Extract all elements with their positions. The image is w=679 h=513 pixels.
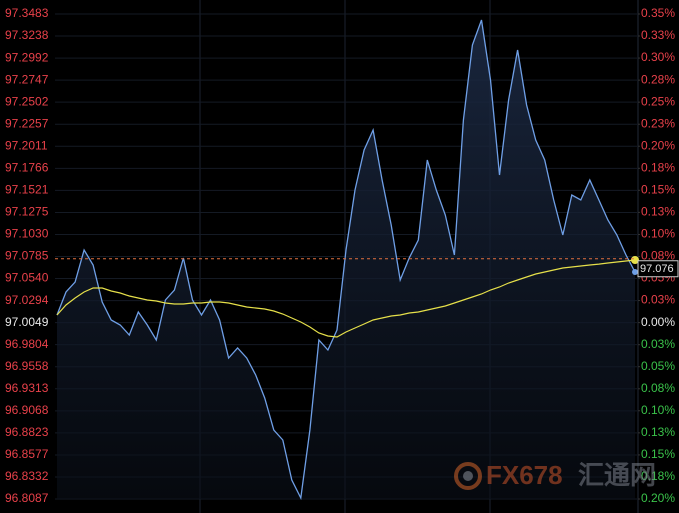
y-tick-label: 96.9313	[5, 381, 49, 395]
y2-tick-label: 0.25%	[641, 94, 675, 108]
current-price-label: 97.076	[640, 263, 674, 275]
y-tick-label: 97.0785	[5, 249, 49, 263]
y2-tick-label: 0.30%	[641, 50, 675, 64]
y-tick-label: 96.8087	[5, 491, 49, 505]
y2-tick-label: 0.00%	[641, 315, 675, 329]
y-tick-label: 96.8823	[5, 425, 49, 439]
y-tick-label: 96.8577	[5, 447, 49, 461]
y2-tick-label: 0.35%	[641, 6, 675, 20]
y2-tick-label: 0.10%	[641, 403, 675, 417]
average-line	[56, 259, 636, 338]
y2-tick-label: 0.15%	[641, 182, 675, 196]
y2-tick-label: 0.13%	[641, 205, 675, 219]
watermark-name: 汇通网	[578, 460, 656, 490]
y-tick-label: 97.2747	[5, 72, 49, 86]
y-tick-label: 97.2257	[5, 116, 49, 130]
logo	[454, 462, 482, 490]
y-tick-label: 97.3238	[5, 28, 49, 42]
price-area	[57, 20, 635, 499]
end-dot	[632, 269, 638, 276]
y2-tick-label: 0.08%	[641, 249, 675, 263]
y2-tick-label: 0.08%	[641, 381, 675, 395]
y-tick-label: 97.2011	[5, 138, 48, 152]
y2-tick-label: 0.18%	[641, 469, 675, 483]
y-tick-label: 97.2992	[5, 50, 49, 64]
y2-tick-label: 0.20%	[641, 491, 675, 505]
price-line	[56, 19, 636, 501]
watermark-brand: FX678	[486, 460, 563, 490]
y2-tick-label: 0.05%	[641, 359, 675, 373]
y2-tick-label: 0.10%	[641, 227, 675, 241]
y-tick-label: 97.1766	[5, 160, 49, 174]
y-tick-label: 97.1521	[5, 183, 49, 197]
y2-tick-label: 0.03%	[641, 337, 675, 351]
y-tick-label: 97.0294	[5, 293, 49, 307]
y-tick-label: 96.8332	[5, 469, 49, 483]
logo-core	[463, 471, 473, 481]
y-tick-label: 97.0049	[5, 315, 49, 329]
end-dot	[631, 256, 639, 265]
y2-tick-label: 0.03%	[641, 293, 675, 307]
y-tick-label: 96.9804	[5, 337, 49, 351]
current-price-box	[637, 260, 679, 278]
y2-tick-label: 0.13%	[641, 425, 675, 439]
y2-tick-label: 0.15%	[641, 447, 675, 461]
y-tick-label: 96.9558	[5, 359, 49, 373]
y2-tick-label: 0.20%	[641, 138, 675, 152]
y-tick-label: 97.2502	[5, 94, 49, 108]
y-tick-label: 96.9068	[5, 403, 49, 417]
y-tick-label: 97.1030	[5, 227, 49, 241]
y2-tick-label: 0.28%	[641, 72, 675, 86]
y-tick-label: 97.0540	[5, 271, 49, 285]
y2-tick-label: 0.23%	[641, 116, 675, 130]
y-tick-label: 97.3483	[5, 6, 49, 20]
y2-tick-label: 0.33%	[641, 28, 675, 42]
watermark: FX678 汇通网	[454, 460, 656, 490]
y-tick-label: 97.1275	[5, 205, 49, 219]
y2-tick-label: 0.18%	[641, 160, 675, 174]
